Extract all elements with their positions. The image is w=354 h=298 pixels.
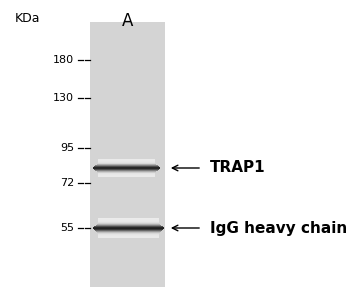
Bar	[98, 174, 155, 175]
Bar	[98, 176, 155, 177]
Bar	[90, 22, 165, 287]
Bar	[94, 166, 159, 167]
Bar	[98, 222, 159, 223]
Bar	[96, 230, 161, 231]
Bar	[98, 221, 159, 222]
Bar	[98, 223, 159, 224]
Bar	[98, 236, 159, 237]
Text: 55: 55	[60, 223, 74, 233]
Bar	[93, 168, 160, 169]
Bar	[93, 167, 160, 168]
Bar	[98, 220, 159, 221]
Bar	[98, 161, 155, 162]
Bar	[96, 165, 158, 166]
Text: 72: 72	[60, 178, 74, 188]
Bar	[98, 218, 159, 219]
Bar	[96, 224, 161, 225]
Bar	[93, 228, 164, 229]
Bar	[98, 175, 155, 176]
Bar	[94, 169, 159, 170]
Bar	[93, 227, 164, 228]
Bar	[97, 171, 156, 172]
Text: 180: 180	[53, 55, 74, 65]
Text: TRAP1: TRAP1	[210, 161, 266, 176]
Bar	[98, 219, 159, 220]
Text: 95: 95	[60, 143, 74, 153]
Bar	[96, 225, 161, 226]
Bar	[98, 232, 159, 233]
Text: KDa: KDa	[15, 12, 41, 25]
Bar	[97, 164, 156, 165]
Bar	[94, 229, 163, 230]
Bar	[98, 233, 159, 234]
Bar	[98, 159, 155, 160]
Bar	[98, 160, 155, 161]
Bar	[97, 172, 156, 173]
Bar	[94, 226, 163, 227]
Text: A: A	[122, 12, 134, 30]
Bar	[98, 162, 155, 163]
Bar	[98, 173, 155, 174]
Bar	[96, 170, 158, 171]
Bar	[98, 234, 159, 235]
Text: 130: 130	[53, 93, 74, 103]
Text: IgG heavy chain: IgG heavy chain	[210, 221, 347, 235]
Bar	[98, 163, 155, 164]
Bar	[98, 237, 159, 238]
Bar	[96, 231, 161, 232]
Bar	[98, 235, 159, 236]
